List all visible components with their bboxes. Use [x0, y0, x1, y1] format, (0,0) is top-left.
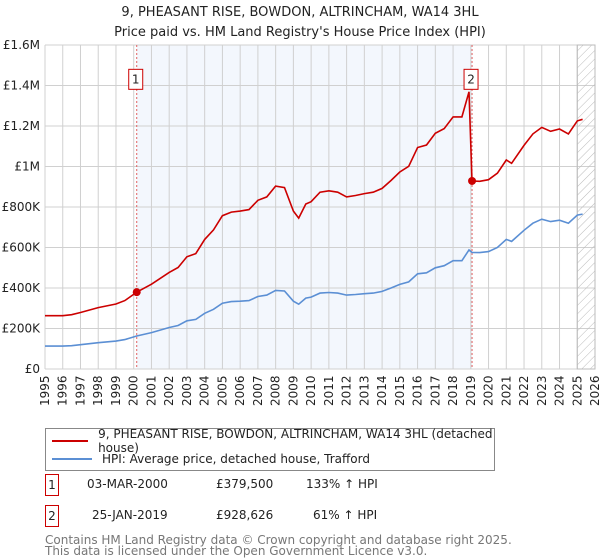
sale-hpi: 133% ↑ HPI: [306, 477, 378, 491]
x-tick-label: 1995: [38, 375, 52, 406]
x-tick-label: 2014: [375, 375, 389, 406]
sale-point: [468, 176, 477, 185]
sale-label: 2: [467, 72, 475, 86]
x-tick-label: 2018: [446, 375, 460, 406]
footer-line-2: This data is licensed under the Open Gov…: [45, 544, 428, 558]
x-tick-label: 2023: [535, 375, 549, 406]
y-tick-label: £1.6M: [3, 38, 40, 52]
sale-badge: 2: [45, 505, 59, 527]
legend-swatch-red: [52, 440, 89, 442]
x-tick-label: 2012: [340, 375, 354, 406]
x-tick-label: 2008: [269, 375, 283, 406]
x-tick-label: 1997: [73, 375, 87, 406]
x-tick-label: 2021: [499, 375, 513, 406]
sale-hpi: 61% ↑ HPI: [313, 508, 378, 522]
y-tick-label: £400K: [2, 281, 42, 295]
x-tick-label: 2003: [180, 375, 194, 406]
x-tick-label: 2011: [322, 375, 336, 406]
x-tick-label: 2002: [162, 375, 176, 406]
x-tick-label: 2024: [553, 375, 567, 406]
x-tick-label: 1998: [91, 375, 105, 406]
x-tick-label: 2017: [428, 375, 442, 406]
legend-item-hpi: HPI: Average price, detached house, Traf…: [52, 451, 370, 467]
x-tick-label: 2015: [393, 375, 407, 406]
chart-subtitle: Price paid vs. HM Land Registry's House …: [114, 25, 486, 40]
x-tick-label: 2022: [517, 375, 531, 406]
sale-price: £928,626: [216, 508, 274, 522]
x-tick-label: 2026: [588, 375, 600, 406]
y-tick-label: £1.4M: [3, 79, 40, 93]
sale-label: 1: [132, 72, 140, 86]
x-tick-label: 1996: [56, 375, 70, 406]
x-tick-label: 2009: [286, 375, 300, 406]
x-tick-label: 2006: [233, 375, 247, 406]
y-tick-label: £800K: [2, 200, 42, 214]
legend-label-hpi: HPI: Average price, detached house, Traf…: [102, 452, 370, 466]
x-tick-label: 1999: [109, 375, 123, 406]
x-tick-label: 2004: [198, 375, 212, 406]
future-hatched-region: [576, 44, 596, 370]
y-tick-label: £1M: [14, 160, 40, 174]
y-tick-label: £600K: [2, 241, 42, 255]
x-tick-label: 2007: [251, 375, 265, 406]
x-tick-label: 2020: [482, 375, 496, 406]
x-tick-label: 2005: [215, 375, 229, 406]
footer: Contains HM Land Registry data © Crown c…: [45, 533, 512, 558]
y-tick-label: £1.2M: [3, 119, 40, 133]
x-tick-label: 2013: [357, 375, 371, 406]
chart-title: 9, PHEASANT RISE, BOWDON, ALTRINCHAM, WA…: [121, 5, 479, 20]
x-tick-label: 2000: [127, 375, 141, 406]
sale-date: 25-JAN-2019: [92, 508, 168, 522]
x-tick-label: 2010: [304, 375, 318, 406]
x-tick-label: 2001: [144, 375, 158, 406]
sale-date: 03-MAR-2000: [87, 477, 168, 491]
plot-area: 1995 1996 1997 1998 1999 2000 2001 2002 2003 2004…: [2, 38, 600, 406]
sale-label-box: [463, 68, 479, 90]
sale-badge: 1: [45, 474, 59, 496]
sale-label-box: [128, 68, 144, 90]
legend-label-property: 9, PHEASANT RISE, BOWDON, ALTRINCHAM, WA…: [98, 427, 493, 455]
property-price-line: [45, 91, 583, 317]
sale-price: £379,500: [216, 477, 274, 491]
legend: 9, PHEASANT RISE, BOWDON, ALTRINCHAM, WA…: [45, 427, 495, 471]
legend-swatch-blue: [52, 458, 92, 460]
y-tick-label: £200K: [2, 322, 42, 336]
hpi-line: [45, 213, 583, 347]
footer-line-1: Contains HM Land Registry data © Crown c…: [45, 533, 512, 547]
x-tick-label: 2025: [570, 375, 584, 406]
sale-point: [132, 288, 141, 297]
legend-item-property: 9, PHEASANT RISE, BOWDON, ALTRINCHAM, WA…: [52, 427, 494, 455]
x-tick-label: 2019: [464, 375, 478, 406]
x-tick-label: 2016: [411, 375, 425, 406]
y-tick-label: £0: [25, 362, 40, 376]
